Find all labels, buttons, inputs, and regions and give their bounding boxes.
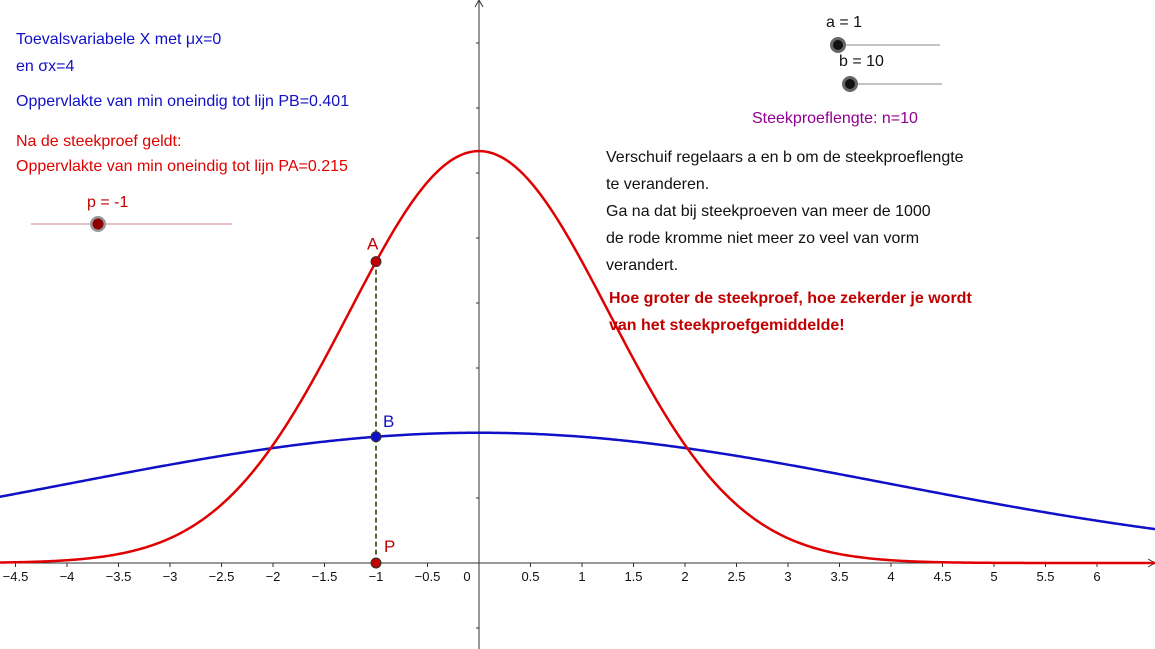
slider-b[interactable] <box>842 76 942 92</box>
slider-a-label: a = 1 <box>826 14 863 31</box>
info-line-2: en σx=4 <box>16 58 75 75</box>
instruction-line-4: de rode kromme niet meer zo veel van vor… <box>606 230 920 247</box>
conclusion-line-2: van het steekproefgemiddelde! <box>609 317 845 334</box>
x-tick-label: 2.5 <box>727 569 745 584</box>
x-tick-label: 0 <box>463 569 470 584</box>
after-sample-text: Na de steekproef geldt: <box>16 133 182 150</box>
red-sample-curve <box>0 149 1155 565</box>
y-axis-arrow <box>474 0 484 8</box>
x-tick-label: 3.5 <box>830 569 848 584</box>
instruction-line-1: Verschuif regelaars a en b om de steekpr… <box>606 149 964 166</box>
slider-b-knob[interactable] <box>845 79 855 89</box>
blue-normal-curve <box>0 431 1155 531</box>
point-p-label: P <box>384 537 395 556</box>
x-tick-label: 6 <box>1093 569 1100 584</box>
x-tick-label: −2.5 <box>209 569 235 584</box>
point-p[interactable] <box>370 557 382 569</box>
x-tick-label: 1 <box>578 569 585 584</box>
x-tick-label: 5.5 <box>1036 569 1054 584</box>
x-tick-label: −0.5 <box>415 569 441 584</box>
info-line-1: Toevalsvariabele X met μx=0 <box>16 31 222 48</box>
point-b-label: B <box>383 412 394 431</box>
slider-b-label: b = 10 <box>839 53 884 70</box>
x-tick-label: 0.5 <box>521 569 539 584</box>
slider-p-label: p = -1 <box>87 194 129 211</box>
instruction-line-2: te veranderen. <box>606 176 710 193</box>
x-tick-label: −4.5 <box>3 569 29 584</box>
x-tick-label: 3 <box>784 569 791 584</box>
x-tick-label: −3.5 <box>106 569 132 584</box>
slider-a[interactable] <box>830 37 940 53</box>
x-tick-label: 2 <box>681 569 688 584</box>
area-pb-text: Oppervlakte van min oneindig tot lijn PB… <box>16 93 350 110</box>
x-tick-label: −3 <box>163 569 178 584</box>
x-tick-label: −4 <box>60 569 75 584</box>
point-a[interactable] <box>370 256 382 268</box>
x-tick-label: −1.5 <box>312 569 338 584</box>
x-tick-labels: −4.5 −4 −3.5 −3 −2.5 −2 −1.5 −1 −0.5 0 0.5 1 1.5 2 2.5… <box>3 563 1101 584</box>
x-axis-arrow <box>1147 558 1155 568</box>
x-tick-label: 4 <box>887 569 894 584</box>
slider-p-knob[interactable] <box>92 218 104 230</box>
slider-a-knob[interactable] <box>833 40 843 50</box>
instruction-line-5: verandert. <box>606 257 679 274</box>
x-tick-label: −2 <box>266 569 281 584</box>
instruction-line-3: Ga na dat bij steekproeven van meer de 1… <box>606 203 931 220</box>
x-tick-label: 5 <box>990 569 997 584</box>
x-tick-label: −1 <box>369 569 384 584</box>
conclusion-line-1: Hoe groter de steekproef, hoe zekerder j… <box>609 290 972 307</box>
point-b[interactable] <box>370 431 382 443</box>
area-pa-text: Oppervlakte van min oneindig tot lijn PA… <box>16 158 348 175</box>
point-a-label: A <box>367 235 379 254</box>
sample-length-text: Steekproeflengte: n=10 <box>752 110 918 127</box>
x-tick-label: 1.5 <box>624 569 642 584</box>
slider-p[interactable] <box>31 216 232 232</box>
x-tick-label: 4.5 <box>933 569 951 584</box>
